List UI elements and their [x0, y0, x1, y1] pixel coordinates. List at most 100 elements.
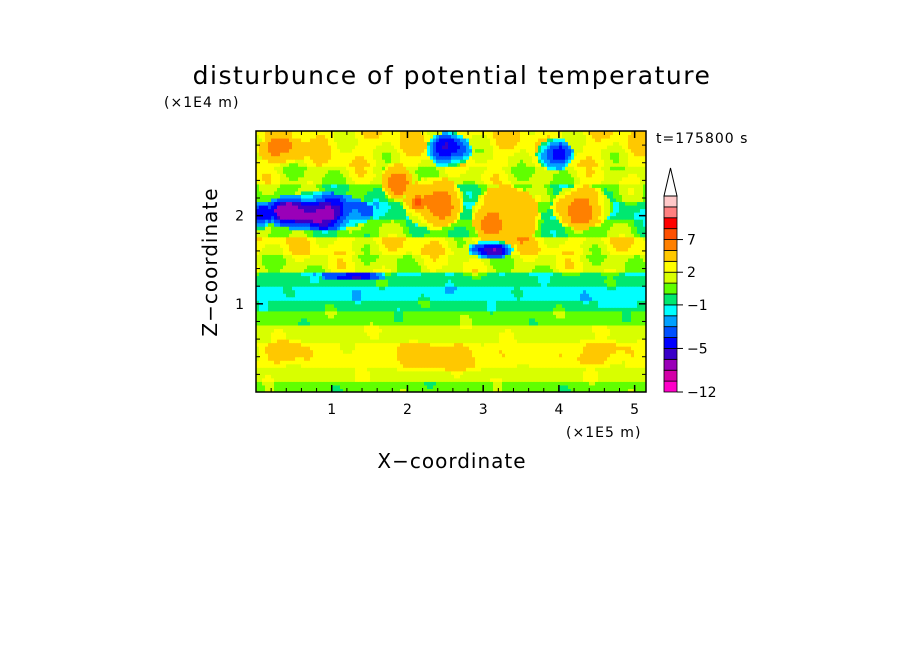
contour-cell [532, 293, 536, 298]
contour-cell [370, 370, 374, 375]
contour-cell [484, 282, 488, 287]
contour-cell [298, 360, 302, 365]
contour-cell [337, 335, 341, 340]
contour-cell [580, 328, 584, 333]
contour-cell [640, 360, 644, 365]
contour-cell [628, 307, 632, 312]
contour-cell [463, 328, 467, 333]
contour-cell [610, 332, 614, 337]
contour-cell [481, 367, 485, 372]
contour-cell [580, 307, 584, 312]
contour-cell [418, 317, 422, 322]
contour-cell [361, 296, 365, 301]
contour-cell [382, 388, 386, 393]
contour-cell [433, 356, 437, 361]
contour-cell [511, 335, 515, 340]
contour-cell [262, 282, 266, 287]
contour-cell [484, 384, 488, 389]
contour-cell [334, 275, 338, 280]
contour-cell [514, 353, 518, 358]
contour-cell [499, 349, 503, 354]
contour-cell [448, 363, 452, 368]
contour-cell [310, 317, 314, 322]
contour-cell [490, 370, 494, 375]
contour-cell [595, 384, 599, 389]
contour-cell [439, 303, 443, 308]
contour-cell [373, 342, 377, 347]
contour-cell [277, 335, 281, 340]
contour-cell [343, 381, 347, 386]
contour-cell [505, 257, 509, 262]
contour-cell [319, 339, 323, 344]
contour-cell [523, 332, 527, 337]
contour-cell [640, 307, 644, 312]
contour-cell [502, 293, 506, 298]
contour-cell [268, 310, 272, 315]
contour-cell [523, 300, 527, 305]
contour-cell [361, 286, 365, 291]
contour-cell [355, 300, 359, 305]
contour-cell [376, 275, 380, 280]
contour-cell [553, 384, 557, 389]
contour-cell [622, 314, 626, 319]
contour-cell [580, 257, 584, 262]
contour-cell [589, 261, 593, 266]
contour-cell [445, 279, 449, 284]
contour-cell [337, 261, 341, 266]
contour-cell [292, 272, 296, 277]
contour-cell [526, 374, 530, 379]
contour-cell [265, 310, 269, 315]
contour-cell [538, 377, 542, 382]
contour-cell [430, 381, 434, 386]
contour-cell [607, 307, 611, 312]
contour-cell [340, 363, 344, 368]
contour-cell [322, 275, 326, 280]
contour-cell [616, 384, 620, 389]
contour-cell [526, 384, 530, 389]
contour-cell [529, 303, 533, 308]
contour-cell [556, 314, 560, 319]
contour-cell [469, 349, 473, 354]
contour-cell [505, 317, 509, 322]
contour-cell [514, 293, 518, 298]
contour-cell [367, 353, 371, 358]
contour-cell [346, 346, 350, 351]
contour-cell [562, 360, 566, 365]
contour-cell [595, 293, 599, 298]
contour-cell [565, 303, 569, 308]
contour-cell [427, 377, 431, 382]
contour-cell [505, 381, 509, 386]
contour-cell [370, 282, 374, 287]
contour-cell [274, 388, 278, 393]
contour-cell [271, 282, 275, 287]
contour-cell [532, 324, 536, 330]
contour-cell [478, 257, 482, 262]
contour-cell [352, 335, 356, 340]
contour-cell [271, 254, 275, 259]
contour-cell [301, 261, 305, 266]
contour-cell [442, 346, 446, 351]
contour-cell [331, 293, 335, 298]
contour-cell [379, 384, 383, 389]
contour-cell [385, 342, 389, 347]
contour-cell [316, 289, 320, 294]
contour-cell [469, 289, 473, 294]
contour-cell [322, 360, 326, 365]
contour-cell [508, 370, 512, 375]
contour-cell [265, 257, 269, 262]
contour-cell [637, 388, 641, 393]
contour-cell [427, 275, 431, 280]
contour-cell [406, 296, 410, 301]
contour-cell [445, 324, 449, 330]
contour-cell [595, 360, 599, 365]
contour-cell [292, 289, 296, 294]
contour-cell [283, 257, 287, 262]
contour-cell [466, 293, 470, 298]
contour-cell [556, 310, 560, 315]
contour-cell [256, 314, 260, 319]
contour-cell [328, 360, 332, 365]
contour-cell [637, 300, 641, 305]
contour-cell [322, 261, 326, 266]
contour-cell [298, 381, 302, 386]
contour-cell [388, 289, 392, 294]
